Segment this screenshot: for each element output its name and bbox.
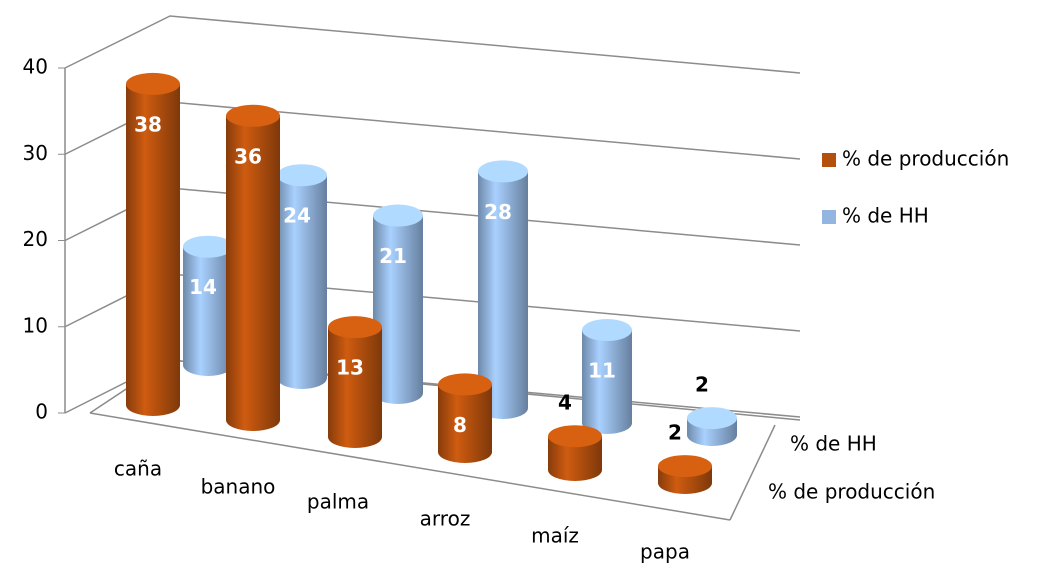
bar: [582, 330, 632, 434]
value-label: 21: [379, 244, 407, 268]
bar: [226, 115, 280, 432]
x-tick-label: banano: [201, 475, 276, 499]
bar-top: [373, 204, 423, 227]
bar-top: [277, 164, 327, 187]
bar-top: [226, 104, 280, 127]
bar: [478, 171, 528, 419]
legend-swatch: [822, 210, 836, 224]
depth-axis: [729, 424, 776, 521]
depth-label: % de producción: [768, 480, 935, 504]
y-tick-label: 40: [23, 55, 48, 79]
bar: [328, 327, 382, 448]
y-tick-label: 0: [35, 400, 48, 424]
bar-top: [328, 316, 382, 339]
value-label: 28: [484, 200, 512, 224]
value-label: 8: [453, 413, 467, 437]
depth-label: % de HH: [790, 432, 877, 456]
value-label: 4: [558, 391, 572, 415]
bar-top: [478, 160, 528, 183]
bar-top: [658, 455, 712, 478]
x-tick-label: arroz: [420, 507, 471, 531]
bar: [548, 436, 602, 481]
x-tick-label: caña: [114, 457, 162, 481]
y-tick-label: 20: [23, 227, 48, 251]
value-label: 36: [234, 144, 262, 168]
bar-top: [582, 319, 632, 342]
legend-label: % de producción: [842, 147, 1009, 171]
y-tick-label: 30: [23, 141, 48, 165]
bar-top: [183, 235, 233, 258]
bar: [438, 384, 492, 463]
bar-top: [126, 72, 180, 95]
y-tick-label: 10: [23, 313, 48, 337]
value-label: 2: [668, 421, 682, 445]
bar-top: [687, 407, 737, 430]
bar-top: [548, 425, 602, 448]
value-label: 14: [189, 275, 217, 299]
x-tick-label: palma: [307, 490, 369, 514]
value-label: 13: [336, 356, 364, 380]
bar: [277, 175, 327, 389]
bar: [126, 83, 180, 417]
x-tick-label: papa: [640, 540, 690, 564]
value-label: 24: [283, 204, 311, 228]
value-label: 38: [134, 112, 162, 136]
bar-top: [438, 373, 492, 396]
bar: [183, 246, 233, 376]
value-label: 2: [695, 373, 709, 397]
legend-label: % de HH: [842, 204, 929, 228]
x-tick-label: maíz: [531, 524, 579, 548]
grid-line: [64, 15, 801, 74]
bar: [373, 215, 423, 404]
value-label: 11: [588, 359, 616, 383]
legend-swatch: [822, 153, 836, 167]
